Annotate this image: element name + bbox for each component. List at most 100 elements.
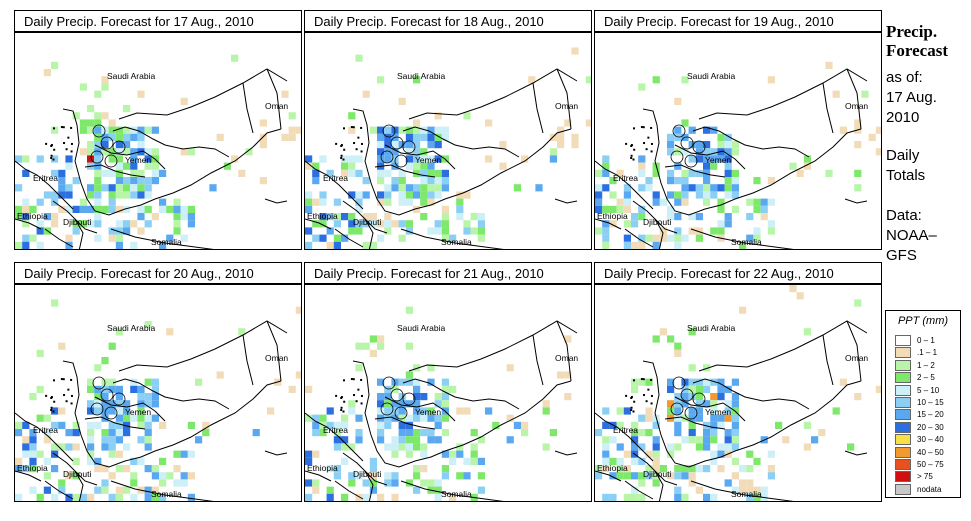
- precip-cell: [710, 493, 718, 501]
- precip-cell: [355, 169, 363, 177]
- border-line: [52, 200, 98, 234]
- precip-cell: [348, 126, 356, 134]
- precip-cell: [695, 385, 703, 393]
- island-mark: [647, 388, 650, 391]
- precip-cell: [319, 429, 327, 437]
- precip-cell: [585, 76, 591, 84]
- precip-cell: [667, 191, 675, 199]
- precip-cell: [363, 501, 370, 502]
- precip-cell: [688, 155, 696, 163]
- precip-cell: [427, 133, 435, 141]
- precip-cell: [731, 169, 739, 177]
- precip-cell: [405, 155, 413, 163]
- precip-cell: [695, 443, 703, 451]
- precip-cell: [456, 205, 464, 213]
- precip-cell: [108, 493, 116, 501]
- precip-cell: [652, 465, 660, 473]
- precip-cell: [312, 450, 320, 458]
- precip-cell: [333, 443, 341, 451]
- precip-cell: [312, 234, 320, 242]
- precip-cell: [348, 443, 356, 451]
- island-mark: [52, 158, 55, 161]
- precip-cell: [405, 126, 413, 134]
- panel-title: Daily Precip. Forecast for 21 Aug., 2010: [304, 262, 592, 284]
- precip-cell: [130, 493, 138, 501]
- precip-cell: [616, 443, 624, 451]
- precip-cell: [767, 220, 775, 228]
- border-line: [305, 470, 332, 482]
- precip-cell: [94, 421, 102, 429]
- precip-cell: [521, 421, 529, 429]
- precip-cell: [137, 213, 145, 221]
- precip-cell: [768, 249, 775, 250]
- precip-cell: [391, 450, 399, 458]
- precip-cell: [688, 472, 696, 480]
- precip-cell: [173, 227, 181, 235]
- precip-cell: [420, 443, 428, 451]
- precip-cell: [58, 501, 65, 502]
- precip-cell: [123, 400, 131, 408]
- precip-cell: [724, 443, 732, 451]
- precip-cell: [348, 479, 356, 487]
- precip-cell: [796, 169, 804, 177]
- precip-cell: [753, 205, 761, 213]
- border-line: [595, 218, 622, 230]
- precip-cell: [623, 450, 631, 458]
- precip-cell: [602, 443, 610, 451]
- precip-cell: [688, 436, 696, 444]
- precip-cell: [602, 184, 610, 192]
- border-line: [400, 228, 504, 249]
- precip-cell: [312, 486, 320, 494]
- border-line: [74, 470, 84, 501]
- island-mark: [335, 142, 338, 145]
- precip-cell: [130, 184, 138, 192]
- precip-map: Saudi Arabia Oman Yemen Eritrea Ethiopia Djib…: [594, 284, 882, 502]
- precip-cell: [51, 493, 59, 501]
- precip-cell: [571, 133, 579, 141]
- precip-cell: [123, 184, 131, 192]
- precip-cell: [305, 241, 313, 249]
- precip-cell: [384, 155, 392, 163]
- island-mark: [650, 402, 653, 405]
- precip-cell: [420, 162, 428, 170]
- precip-cell: [384, 141, 392, 149]
- precip-cell: [638, 184, 646, 192]
- district-outline: [390, 136, 404, 150]
- precip-cell: [739, 486, 747, 494]
- precip-cell: [405, 162, 413, 170]
- country-label-djibouti: Djibouti: [353, 217, 381, 227]
- precip-cell: [549, 155, 557, 163]
- precip-cell: [667, 177, 675, 185]
- precip-cell: [405, 220, 413, 228]
- legend-label: 2 – 5: [917, 373, 935, 383]
- precip-cell: [434, 220, 442, 228]
- island-mark: [360, 402, 363, 405]
- precip-cell: [123, 486, 131, 494]
- precip-cell: [557, 371, 565, 379]
- precip-cell: [51, 191, 59, 199]
- precip-cell: [717, 133, 725, 141]
- precip-cell: [202, 421, 210, 429]
- precip-cell: [87, 141, 95, 149]
- precip-cell: [638, 205, 646, 213]
- border-line: [408, 68, 578, 120]
- precip-cell: [94, 385, 102, 393]
- country-label-saudi-arabia: Saudi Arabia: [397, 71, 445, 81]
- precip-cell: [384, 501, 391, 502]
- precip-cell: [854, 299, 862, 307]
- district-outline: [92, 376, 106, 390]
- precip-cell: [72, 112, 80, 120]
- island-mark: [70, 394, 73, 397]
- precip-cell: [406, 501, 413, 502]
- precip-cell: [652, 443, 660, 451]
- precip-cell: [703, 162, 711, 170]
- precip-cell: [101, 479, 109, 487]
- precip-cell: [259, 133, 267, 141]
- precip-cell: [645, 177, 653, 185]
- precip-cell: [108, 450, 116, 458]
- precip-cell: [667, 213, 675, 221]
- precip-cell: [398, 378, 406, 386]
- precip-cell: [288, 385, 296, 393]
- island-mark: [632, 158, 635, 161]
- precip-cell: [22, 241, 30, 249]
